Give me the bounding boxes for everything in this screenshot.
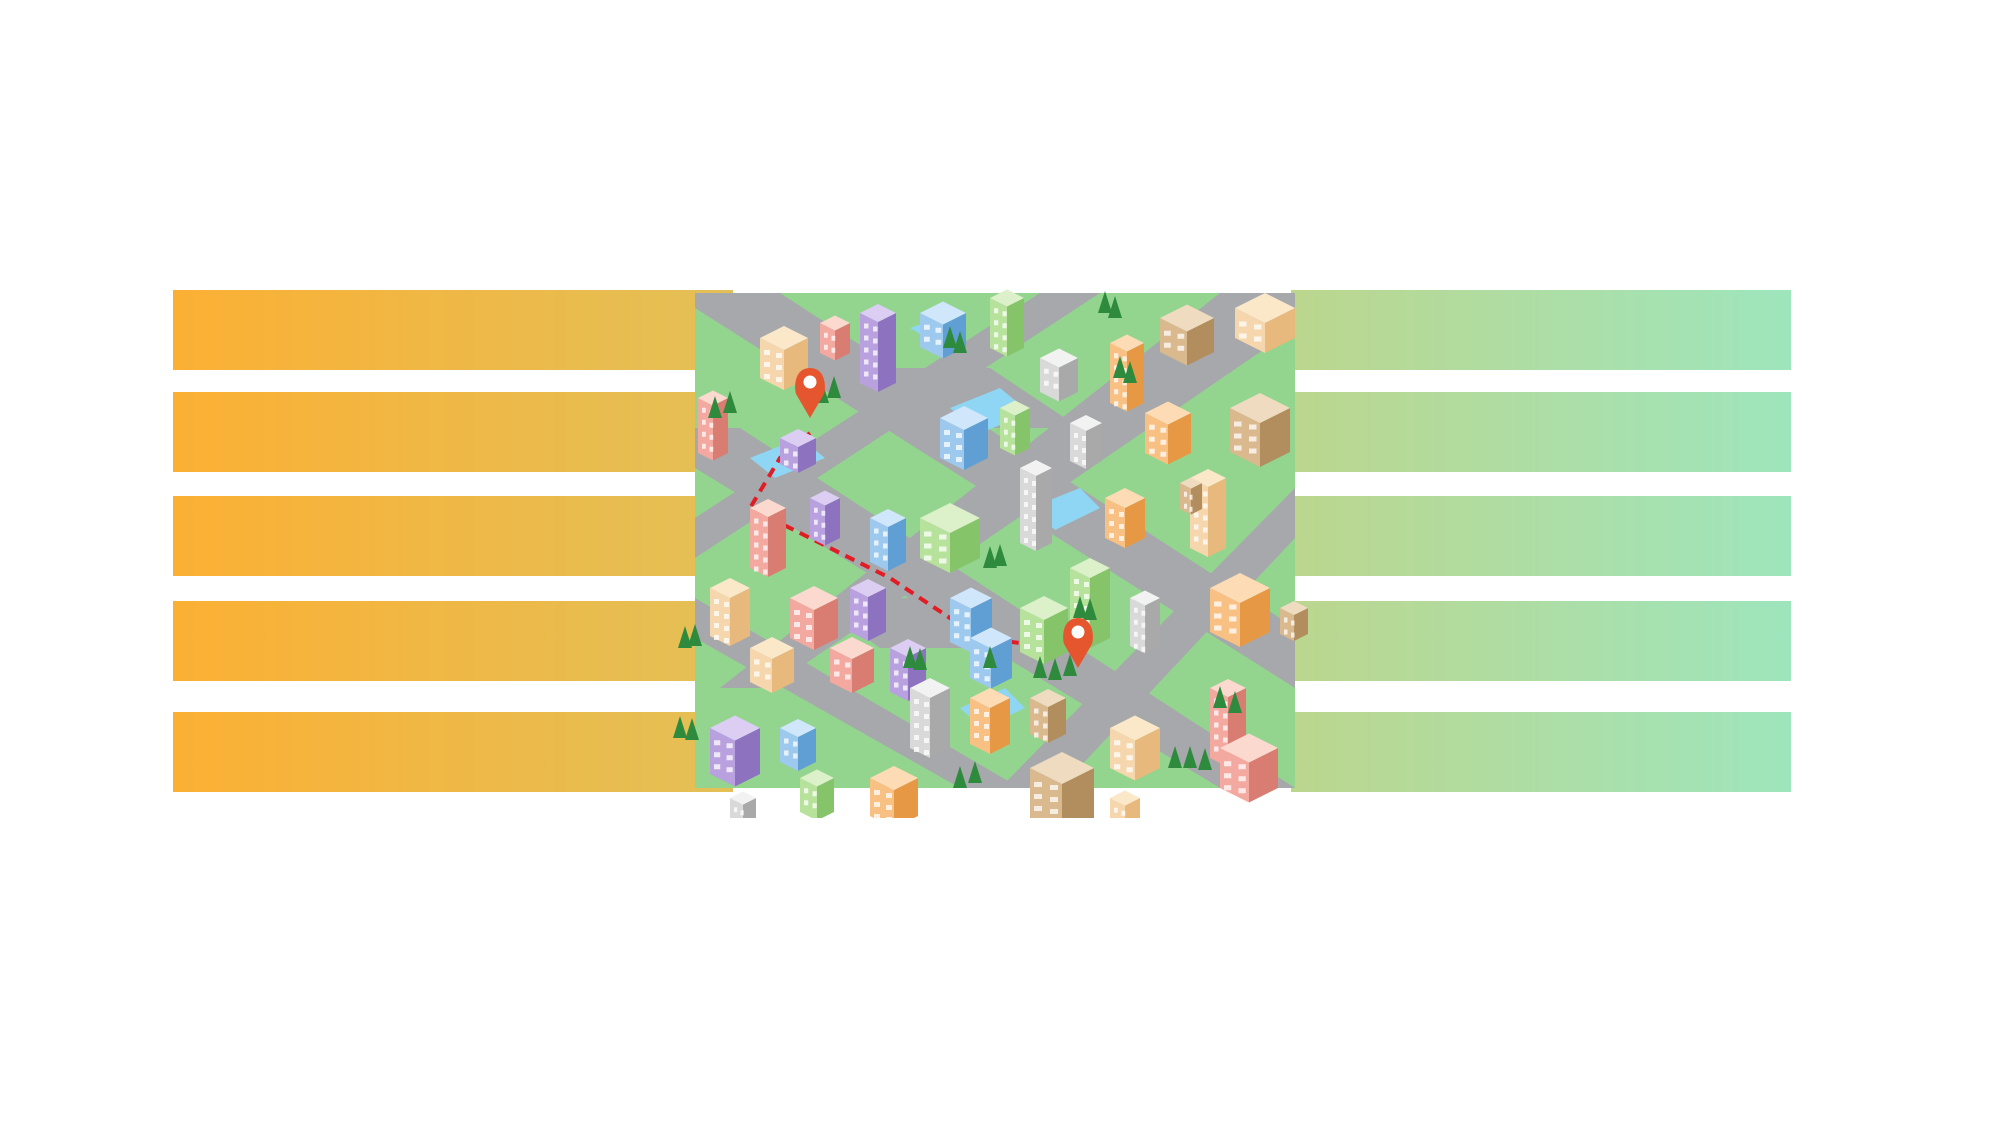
tree-icon	[1228, 691, 1242, 713]
tree-icon	[1108, 296, 1122, 318]
band-right-segment	[1291, 712, 1791, 792]
tree-icon	[953, 766, 967, 788]
building	[760, 326, 808, 390]
building	[940, 406, 988, 470]
building	[1020, 460, 1052, 551]
tree-icon	[723, 391, 737, 413]
tree-icon	[993, 544, 1007, 566]
tree-icon	[678, 626, 692, 648]
building	[1070, 558, 1110, 648]
building	[1110, 790, 1140, 818]
building	[1210, 573, 1270, 647]
gradient-band	[173, 712, 1791, 792]
building	[780, 429, 816, 473]
band-right-segment	[1291, 392, 1791, 472]
tree-icon	[1073, 596, 1087, 618]
building	[698, 390, 728, 461]
building	[1145, 401, 1191, 465]
tree-icon	[903, 646, 917, 668]
building	[910, 678, 950, 758]
building	[710, 715, 760, 787]
gradient-band	[173, 290, 1791, 370]
building	[1220, 733, 1278, 803]
building	[860, 304, 896, 392]
building	[1040, 348, 1078, 402]
building	[1020, 596, 1068, 664]
tree-icon	[1083, 598, 1097, 620]
building	[1110, 715, 1160, 781]
tree-icon	[1198, 748, 1212, 770]
tree-icon	[1098, 291, 1112, 313]
tree-icon	[968, 761, 982, 783]
building	[1030, 689, 1066, 743]
band-right-segment	[1291, 496, 1791, 576]
tree-icon	[1033, 656, 1047, 678]
building	[1070, 415, 1102, 469]
building	[920, 503, 980, 573]
building	[970, 688, 1010, 754]
building	[820, 315, 850, 361]
band-right-segment	[1291, 290, 1791, 370]
tree-icon	[827, 376, 841, 398]
tree-icon	[1113, 356, 1127, 378]
building	[750, 499, 786, 577]
tree-icon	[1048, 658, 1062, 680]
tree-icon	[953, 331, 967, 353]
band-left-segment	[173, 601, 733, 681]
tree-icon	[685, 718, 699, 740]
building	[1160, 304, 1214, 366]
buildings-layer	[698, 289, 1308, 818]
gradient-band	[173, 496, 1791, 576]
building	[1230, 393, 1290, 467]
band-left-segment	[173, 392, 733, 472]
tree-icon	[983, 546, 997, 568]
building	[750, 637, 794, 693]
tree-icon	[1123, 361, 1137, 383]
building	[850, 579, 886, 641]
building	[800, 769, 834, 818]
map-pin-icon	[1063, 618, 1093, 668]
building	[970, 627, 1012, 689]
building	[990, 289, 1024, 357]
tree-icon	[708, 396, 722, 418]
building	[1030, 752, 1094, 818]
building	[1180, 477, 1202, 515]
band-left-segment	[173, 290, 733, 370]
building	[1235, 293, 1295, 353]
gradient-band	[173, 392, 1791, 472]
band-right-segment	[1291, 601, 1791, 681]
map-pin-icon	[795, 368, 825, 418]
tree-icon	[688, 624, 702, 646]
building	[870, 766, 918, 818]
tree-icon	[913, 648, 927, 670]
building	[1105, 488, 1145, 548]
city-map-svg	[673, 289, 1308, 818]
tree-icon	[1168, 746, 1182, 768]
building	[710, 578, 750, 646]
tree-icon	[1063, 654, 1077, 676]
tree-icon	[1213, 686, 1227, 708]
building	[830, 637, 874, 693]
isometric-city-map-illustration	[660, 268, 1330, 818]
band-left-segment	[173, 496, 733, 576]
gradient-band	[173, 601, 1791, 681]
band-left-segment	[173, 712, 733, 792]
building	[870, 509, 906, 571]
tree-icon	[983, 646, 997, 668]
building	[790, 586, 838, 650]
building	[1280, 601, 1308, 641]
trees-layer	[673, 291, 1242, 788]
building	[780, 719, 816, 771]
building	[810, 490, 840, 546]
tree-icon	[673, 716, 687, 738]
building	[1130, 590, 1160, 654]
building	[1000, 400, 1030, 456]
building	[730, 791, 756, 818]
tree-icon	[943, 326, 957, 348]
tree-icon	[1183, 746, 1197, 768]
